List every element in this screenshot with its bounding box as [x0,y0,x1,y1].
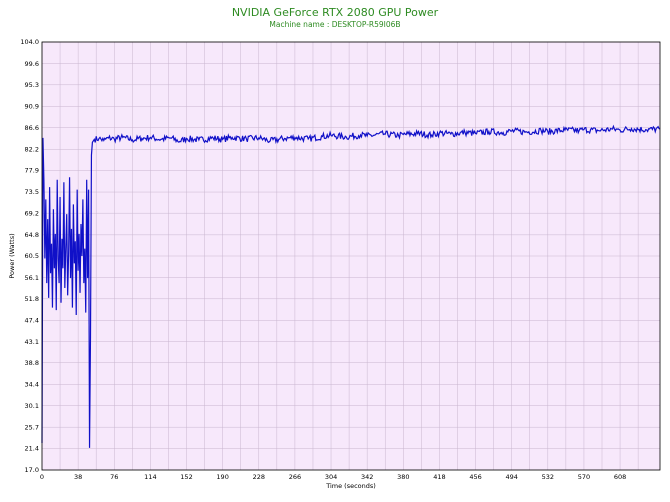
y-tick-label: 90.9 [25,103,39,111]
x-tick-label: 228 [253,473,265,481]
y-tick-label: 73.5 [25,188,39,196]
y-tick-label: 34.4 [25,381,39,389]
x-axis-ticks: 0 38 76 114 152 190 228 266 304 342 380 418 456 494 53… [40,473,626,481]
x-tick-label: 190 [216,473,228,481]
y-tick-label: 64.8 [25,231,39,239]
x-tick-label: 532 [542,473,554,481]
x-tick-label: 304 [325,473,337,481]
y-tick-label: 60.5 [25,252,39,260]
y-tick-label: 51.8 [25,295,39,303]
x-tick-label: 456 [469,473,481,481]
x-tick-label: 342 [361,473,373,481]
plot-border [41,41,661,471]
x-tick-label: 266 [289,473,301,481]
y-tick-label: 30.1 [25,402,39,410]
chart-title: NVIDIA GeForce RTX 2080 GPU Power [231,6,439,19]
x-tick-label: 380 [397,473,409,481]
grid-lines [41,41,660,471]
x-tick-label: 152 [180,473,192,481]
y-tick-label: 86.6 [25,124,39,132]
y-tick-label: 82.2 [25,145,39,153]
x-tick-label: 418 [433,473,445,481]
y-tick-label: 69.2 [25,209,39,217]
y-tick-label: 56.1 [25,274,39,282]
x-tick-label: 608 [614,473,626,481]
y-axis-ticks: 104.0 99.6 95.3 90.9 86.6 82.2 77.9 73.5 69.2 64.… [20,38,39,474]
y-axis-label: Power (Watts) [8,233,16,278]
y-tick-label: 95.3 [25,81,39,89]
y-tick-label: 38.8 [25,359,39,367]
x-tick-label: 494 [505,473,517,481]
x-axis-label: Time (seconds) [325,482,376,490]
y-tick-label: 47.4 [25,317,39,325]
y-tick-label: 21.4 [25,445,39,453]
y-tick-label: 77.9 [25,167,39,175]
series-line-gpu-power [41,124,661,448]
chart-subtitle: Machine name : DESKTOP-R59I06B [269,20,401,29]
x-tick-label: 0 [40,473,44,481]
y-tick-label: 99.6 [25,60,39,68]
x-tick-label: 76 [110,473,118,481]
x-tick-label: 38 [74,473,82,481]
x-tick-label: 570 [578,473,590,481]
y-tick-label: 104.0 [20,38,39,46]
x-tick-label: 114 [144,473,156,481]
y-tick-label: 25.7 [25,423,39,431]
y-tick-label: 17.0 [25,466,39,474]
y-tick-label: 43.1 [25,338,39,346]
